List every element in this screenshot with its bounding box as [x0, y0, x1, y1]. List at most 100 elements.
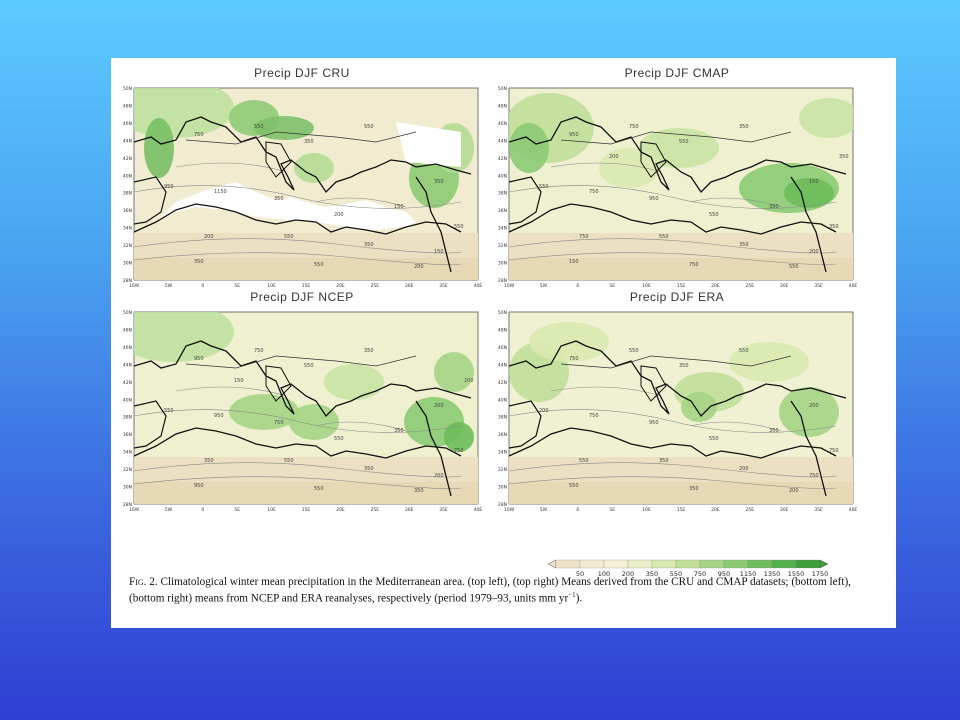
lon-tick-label: 0	[201, 507, 204, 513]
coastline	[134, 400, 167, 449]
lon-tick-label: 5W	[540, 507, 548, 513]
colorbar-tick-label: 100	[598, 570, 610, 578]
colorbar-tick-label: 350	[646, 570, 658, 578]
lon-tick-label: 35E	[439, 283, 448, 289]
contour-label: 350	[434, 179, 444, 185]
coastline	[265, 141, 292, 178]
lon-tick-label: 30E	[780, 283, 789, 289]
coastline	[415, 176, 452, 273]
lon-tick-label: 35E	[814, 507, 823, 513]
contour-label: 550	[164, 408, 174, 414]
caption-unit-exponent: −1	[568, 591, 576, 599]
lon-tick-label: 10W	[504, 507, 515, 513]
lon-tick-label: 5W	[165, 283, 173, 289]
colorbar-tick-label: 1750	[812, 570, 829, 578]
precip-region	[681, 392, 717, 422]
contour-label: 950	[649, 420, 659, 426]
precip-region	[134, 312, 234, 362]
contour-label: 350	[364, 466, 374, 472]
lon-tick-label: 10W	[129, 283, 140, 289]
lon-tick-label: 15E	[677, 507, 686, 513]
contour-label: 950	[164, 184, 174, 190]
colorbar-swatch	[699, 559, 725, 569]
lat-tick-label: 48N	[498, 103, 507, 109]
precip-region	[779, 387, 839, 437]
colorbar-swatch	[795, 559, 821, 569]
contour-label: 200	[809, 403, 819, 409]
lat-tick-label: 46N	[498, 345, 507, 351]
contour-label: 750	[254, 348, 264, 354]
contour-label: 200	[609, 154, 619, 160]
lat-tick-label: 38N	[498, 415, 507, 421]
contour-label: 150	[234, 378, 244, 384]
contour-label: 200	[789, 488, 799, 494]
contour-label: 550	[739, 348, 749, 354]
contour-label: 950	[214, 413, 224, 419]
lat-tick-label: 46N	[498, 121, 507, 127]
contour-label: 350	[769, 428, 779, 434]
lon-tick-label: 10E	[267, 507, 276, 513]
lat-tick-label: 50N	[123, 310, 132, 316]
contour-label: 750	[454, 448, 464, 454]
contour-label: 550	[314, 486, 324, 492]
caption-end: ).	[575, 592, 583, 605]
lat-tick-label: 28N	[498, 278, 507, 284]
contour-label: 550	[679, 139, 689, 145]
contour-label: 200	[739, 466, 749, 472]
coastline	[134, 116, 472, 194]
coastline	[509, 176, 542, 225]
precip-region	[529, 322, 609, 362]
precip-region	[639, 128, 719, 168]
desert-shading-deep	[134, 482, 478, 504]
map-cru: 750 550 350 550 950 1150 350 200 150 350 550 200 550…	[123, 86, 483, 289]
map-plot-area: 750 550 350 550 950 1150 350 200 150 350 550 200 550…	[133, 87, 479, 281]
map-plot-area: 950 750 550 350 550 750 950 550 350 150 350 750 550 3…	[508, 87, 854, 281]
colorbar-tick-label: 1150	[740, 570, 757, 578]
contour-label: 200	[204, 234, 214, 240]
lat-tick-label: 30N	[123, 261, 132, 267]
map-ncep: 950 750 550 350 550 950 750 550 350 200 750 350 550 3…	[123, 310, 483, 513]
precip-region	[509, 123, 549, 173]
colorbar-swatch	[723, 559, 749, 569]
contour-line	[509, 185, 837, 209]
contour-label: 750	[589, 189, 599, 195]
lat-tick-label: 42N	[123, 380, 132, 386]
contour-label: 750	[194, 132, 204, 138]
contour-label: 750	[589, 413, 599, 419]
lon-tick-label: 25E	[371, 507, 380, 513]
lon-tick-label: 5E	[609, 507, 615, 513]
coastline	[509, 427, 837, 459]
lat-tick-label: 28N	[498, 502, 507, 508]
figure-image: Precip DJF CRU 750 550 350 550 950 1150 350 200…	[111, 58, 896, 628]
contour-label: 1150	[214, 189, 227, 195]
lon-tick-label: 30E	[405, 283, 414, 289]
precip-region	[229, 394, 299, 430]
contour-label: 550	[709, 212, 719, 218]
colorbar-tick-label: 1550	[788, 570, 805, 578]
lon-tick-label: 20E	[336, 283, 345, 289]
caption-text: Climatological winter mean precipitation…	[129, 576, 851, 605]
contour-label: 550	[314, 262, 324, 268]
panel-ncep: Precip DJF NCEP 950 750 550 350 550 950 750 550…	[116, 290, 488, 518]
contour-line	[550, 386, 662, 397]
lat-tick-label: 50N	[123, 86, 132, 92]
contour-label: 350	[414, 488, 424, 494]
precip-region	[729, 342, 809, 382]
lon-tick-label: 10W	[504, 283, 515, 289]
lon-tick-label: 25E	[371, 283, 380, 289]
lat-tick-label: 44N	[498, 362, 507, 368]
contour-label: 200	[464, 378, 474, 384]
desert-shading-deep	[134, 258, 478, 280]
colorbar-tick-label: 200	[622, 570, 634, 578]
panel-title-cmap: Precip DJF CMAP	[624, 66, 730, 80]
coastline	[134, 427, 462, 459]
precip-region	[434, 352, 474, 392]
lat-tick-label: 30N	[498, 261, 507, 267]
lat-tick-label: 50N	[498, 310, 507, 316]
figure-caption: Fig. 2. Climatological winter mean preci…	[129, 576, 889, 606]
panel-era: Precip DJF ERA 750 550 350 550 200 750 950 550 3…	[491, 290, 863, 518]
lon-tick-label: 0	[576, 283, 579, 289]
lon-tick-label: 10E	[267, 283, 276, 289]
coastline	[790, 176, 827, 273]
precip-region	[599, 148, 659, 188]
